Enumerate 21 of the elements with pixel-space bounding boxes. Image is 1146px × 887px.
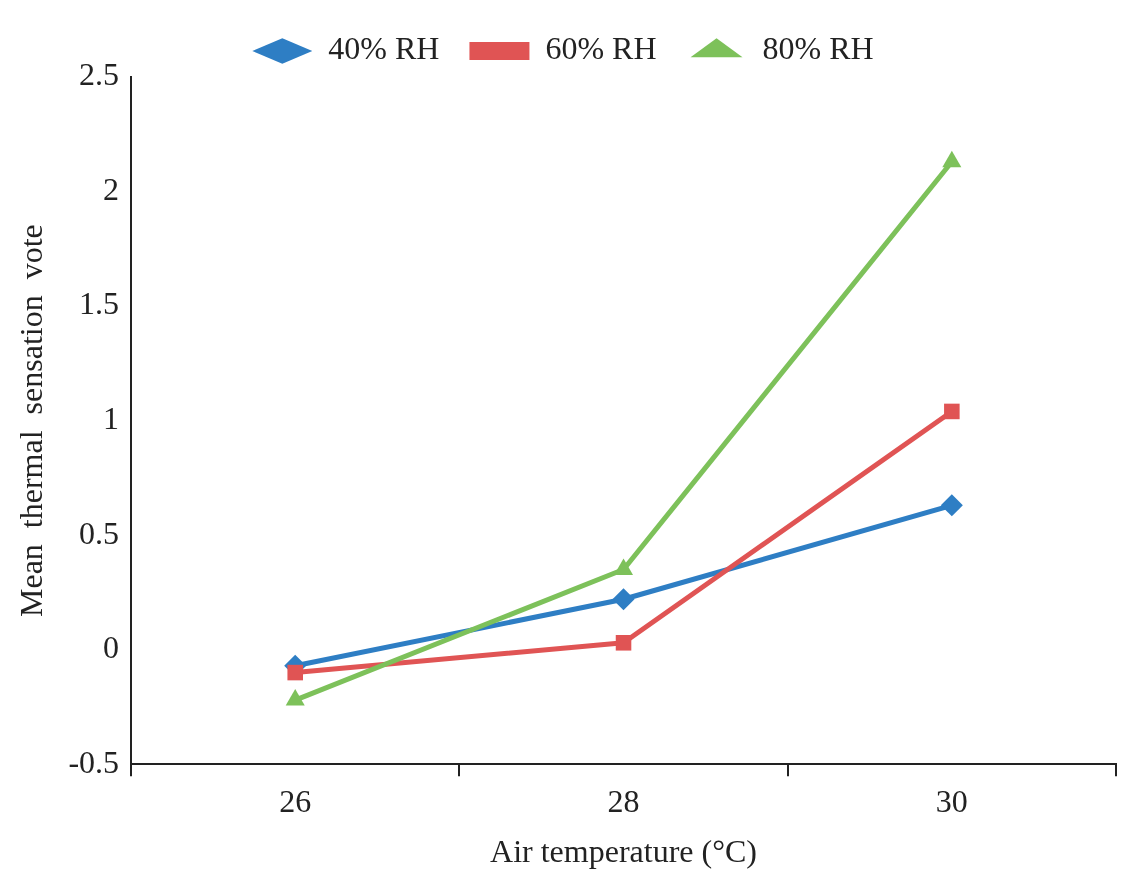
x-tick-label: 28 (607, 782, 640, 819)
point (940, 494, 963, 517)
legend-label: 60% RH (545, 30, 657, 67)
point (944, 403, 960, 420)
x-tick-label: 30 (935, 782, 968, 819)
point (612, 588, 635, 611)
y-tick-label: -0.5 (68, 743, 120, 780)
x-tick-label: 26 (279, 782, 312, 819)
y-tick-label: 1 (103, 400, 120, 437)
legend-label: 40% RH (328, 30, 440, 67)
point (287, 664, 303, 681)
y-tick-label: 0 (103, 629, 120, 666)
point (615, 635, 632, 651)
point (942, 150, 962, 168)
y-axis-title: Mean thermal sensation vote (12, 224, 49, 617)
legend-label: 80% RH (762, 30, 874, 67)
y-tick-label: 2 (103, 170, 120, 207)
y-tick-label: 0.5 (79, 514, 120, 551)
y-tick-label: 1.5 (79, 285, 120, 322)
x-axis-title: Air temperature (°C) (490, 833, 757, 870)
y-tick-label: 2.5 (79, 56, 120, 93)
